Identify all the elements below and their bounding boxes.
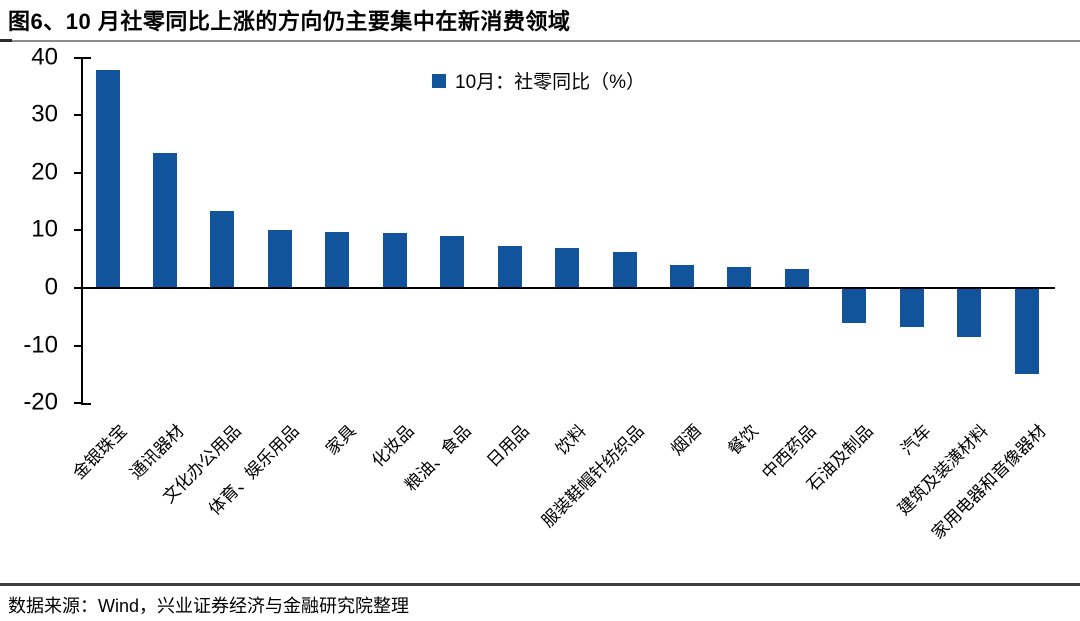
bar bbox=[152, 153, 177, 288]
x-category-label: 家用电器和音像器材 bbox=[927, 421, 1050, 543]
y-tick-label: 30 bbox=[31, 100, 58, 128]
bar bbox=[95, 69, 120, 288]
y-tick-mark bbox=[74, 114, 82, 117]
y-tick-mark bbox=[74, 287, 82, 289]
bar bbox=[382, 232, 407, 288]
title-divider bbox=[0, 40, 1080, 42]
legend-label: 10月：社零同比（%） bbox=[455, 72, 646, 93]
x-category-label: 化妆品 bbox=[367, 421, 418, 471]
source-divider bbox=[0, 583, 1080, 586]
x-category-label: 日用品 bbox=[482, 421, 533, 471]
y-axis-line bbox=[81, 57, 83, 405]
y-tick-mark bbox=[74, 402, 82, 405]
bar bbox=[555, 247, 580, 288]
legend-swatch-icon bbox=[432, 73, 446, 88]
y-tick-label: 0 bbox=[44, 273, 58, 301]
x-category-label: 餐饮 bbox=[724, 421, 763, 459]
bar bbox=[612, 251, 637, 288]
x-category-label: 饮料 bbox=[552, 421, 590, 459]
x-category-label: 金银珠宝 bbox=[68, 421, 131, 483]
x-category-label: 家具 bbox=[322, 421, 361, 459]
y-tick-mark bbox=[74, 171, 82, 174]
bar bbox=[1014, 288, 1039, 375]
bar bbox=[440, 236, 465, 288]
y-tick-mark bbox=[74, 344, 82, 347]
bar bbox=[957, 288, 982, 337]
y-tick-label: -20 bbox=[23, 388, 58, 416]
y-tick-label: 20 bbox=[31, 158, 58, 186]
bar bbox=[267, 229, 292, 288]
x-axis-zero-line bbox=[82, 287, 1055, 289]
y-tick-mark bbox=[74, 229, 82, 232]
chart-title: 图6、10 月社零同比上涨的方向仍主要集中在新消费领域 bbox=[8, 9, 571, 34]
x-category-label: 汽车 bbox=[897, 421, 935, 459]
data-source: 数据来源：Wind，兴业证券经济与金融研究院整理 bbox=[8, 596, 410, 616]
chart-legend: 10月：社零同比（%） bbox=[432, 67, 645, 94]
y-axis-bottom-cap bbox=[82, 403, 91, 405]
x-category-label: 烟酒 bbox=[667, 421, 705, 459]
y-tick-mark bbox=[74, 56, 82, 59]
y-tick-label: 10 bbox=[31, 215, 58, 243]
title-divider-cap bbox=[0, 39, 12, 42]
bar bbox=[842, 288, 867, 323]
y-axis-top-cap bbox=[82, 57, 91, 59]
x-category-label: 服装鞋帽针纺织品 bbox=[537, 421, 648, 531]
bar bbox=[325, 232, 350, 288]
y-tick-label: -10 bbox=[23, 331, 58, 359]
bar bbox=[727, 266, 752, 288]
bar bbox=[210, 210, 235, 288]
bar bbox=[497, 245, 522, 288]
y-tick-label: 40 bbox=[31, 43, 58, 71]
bar bbox=[899, 288, 924, 328]
bar bbox=[670, 264, 694, 288]
bar bbox=[784, 269, 809, 288]
